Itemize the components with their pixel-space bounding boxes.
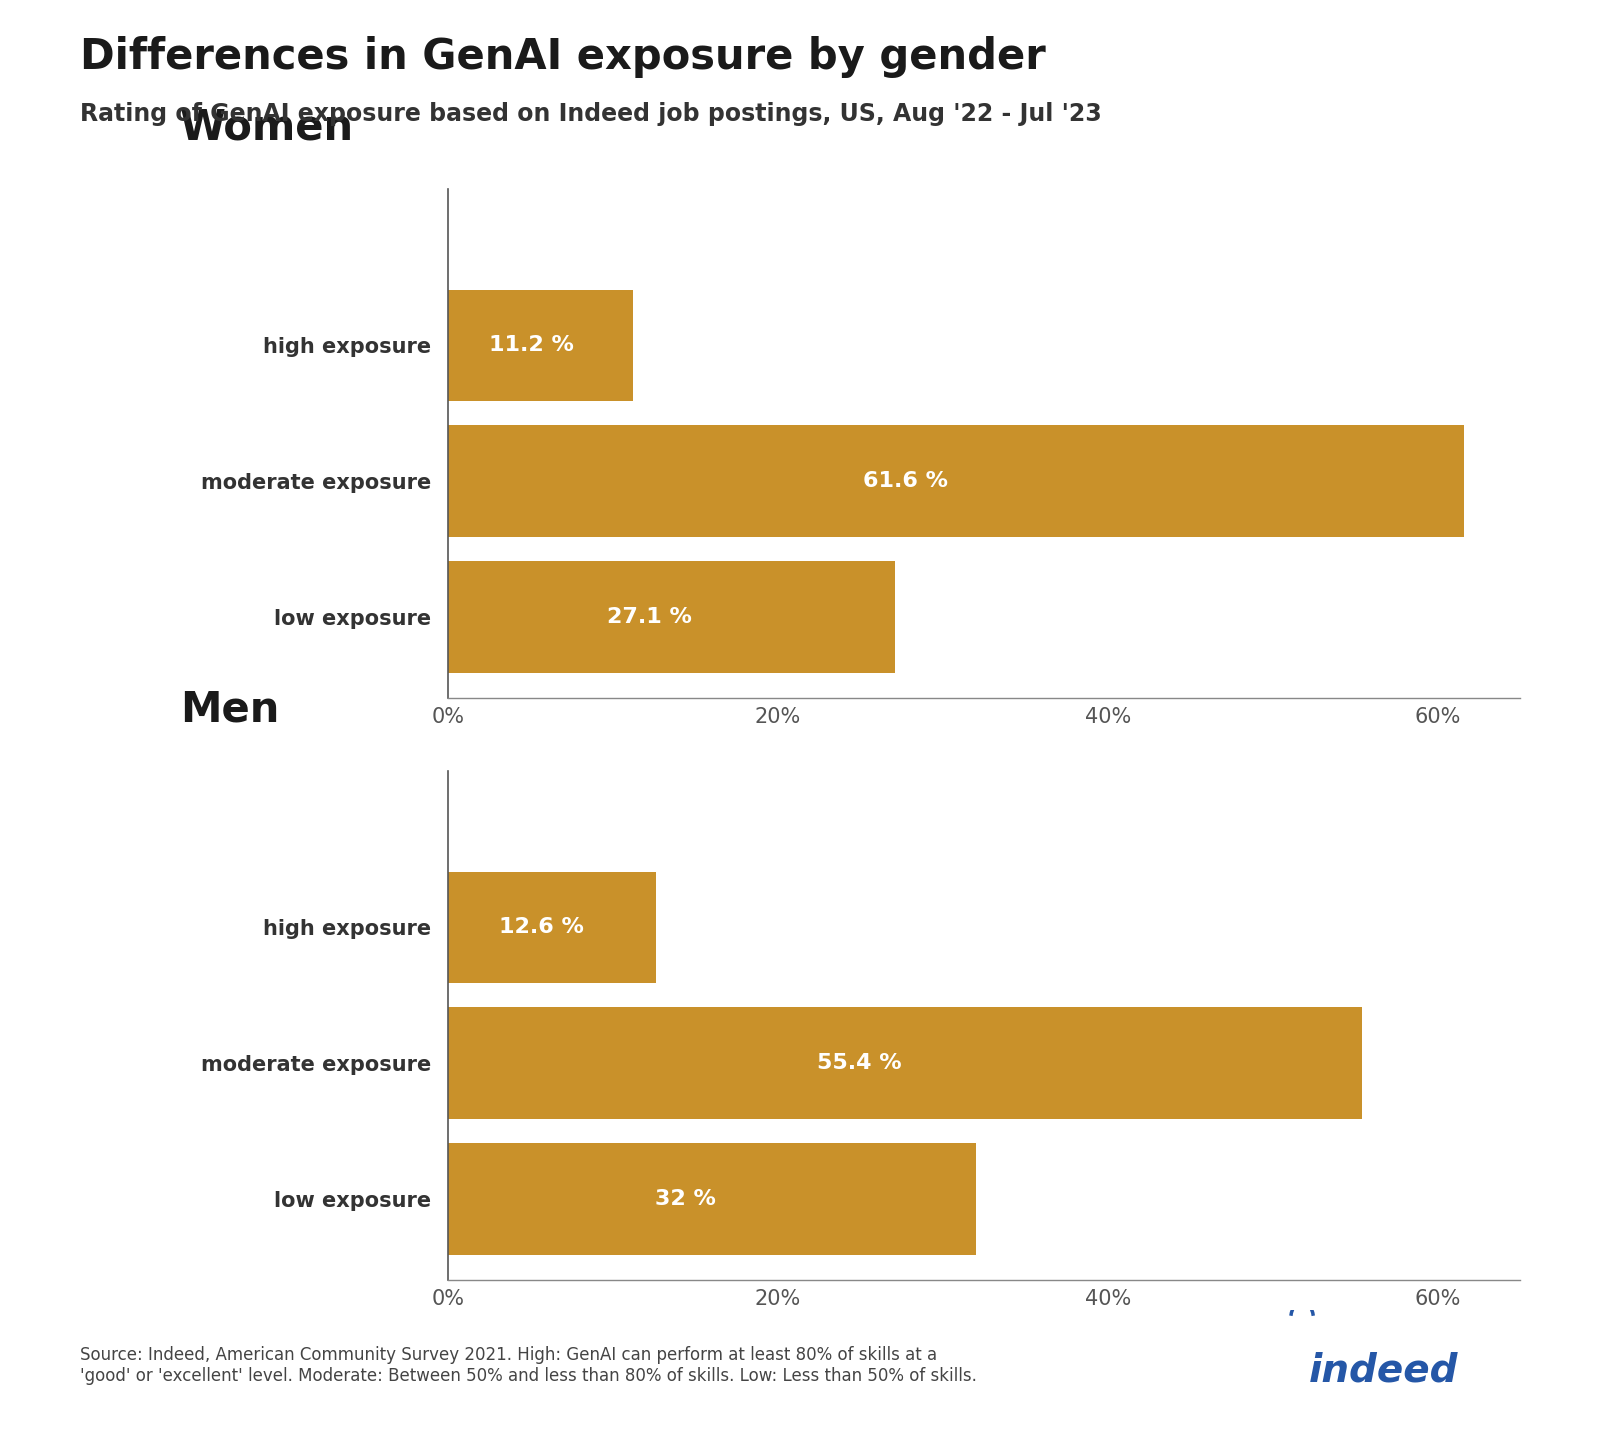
Text: Rating of GenAI exposure based on Indeed job postings, US, Aug '22 - Jul '23: Rating of GenAI exposure based on Indeed… <box>80 102 1102 125</box>
Text: 27.1 %: 27.1 % <box>606 607 691 627</box>
Text: 32 %: 32 % <box>654 1189 715 1209</box>
Text: Source: Indeed, American Community Survey 2021. High: GenAI can perform at least: Source: Indeed, American Community Surve… <box>80 1346 978 1385</box>
Text: 61.6 %: 61.6 % <box>862 471 947 492</box>
Bar <box>448 872 656 984</box>
Text: Men: Men <box>181 688 280 730</box>
Bar <box>448 290 632 402</box>
Text: 12.6 %: 12.6 % <box>499 917 584 937</box>
Bar <box>448 1144 976 1254</box>
Bar <box>448 562 894 672</box>
Text: Women: Women <box>181 106 354 148</box>
Text: 11.2 %: 11.2 % <box>488 335 573 355</box>
Bar <box>448 425 1464 537</box>
Text: 55.4 %: 55.4 % <box>818 1053 901 1074</box>
Text: indeed: indeed <box>1309 1352 1458 1390</box>
Bar <box>448 1007 1362 1119</box>
Text: Differences in GenAI exposure by gender: Differences in GenAI exposure by gender <box>80 36 1046 79</box>
